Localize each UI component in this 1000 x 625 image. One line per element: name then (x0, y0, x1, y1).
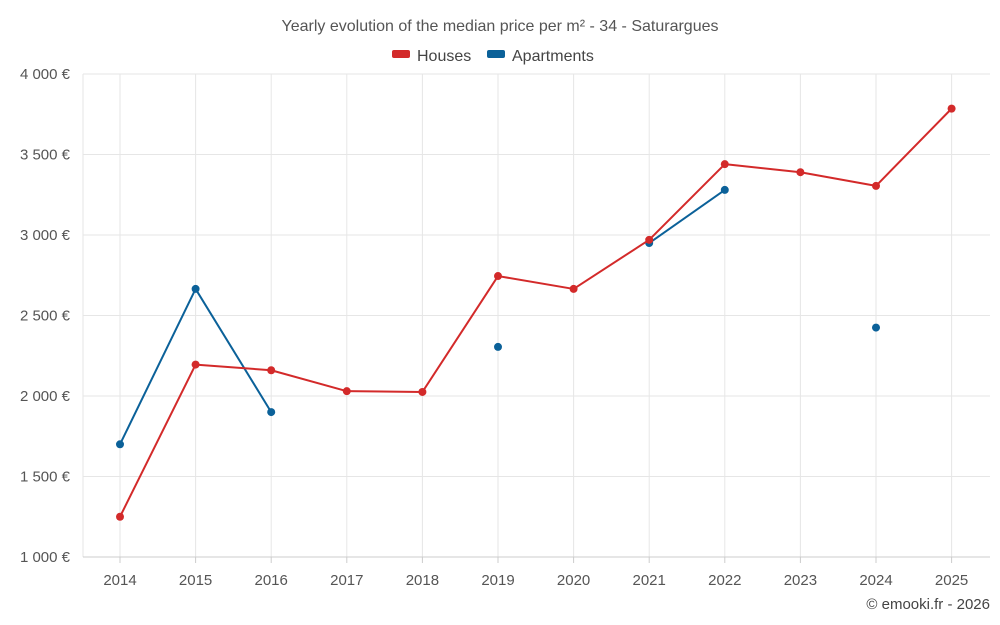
x-tick-label: 2020 (557, 572, 590, 589)
x-tick-label: 2025 (935, 572, 968, 589)
data-point-houses-2025[interactable] (947, 104, 956, 113)
data-point-apartments-2016[interactable] (267, 408, 276, 417)
data-point-houses-2017[interactable] (342, 387, 351, 396)
data-point-houses-2014[interactable] (116, 512, 124, 521)
series-line-houses (119, 107, 953, 518)
data-point-houses-2015[interactable] (191, 360, 200, 369)
legend-label-apartments[interactable]: Apartments (512, 48, 594, 65)
x-axis: 2014 2015 2016 2017 2018 2019 2020 2021 2022 2023… (83, 556, 990, 589)
data-point-houses-2024[interactable] (872, 181, 880, 190)
series-houses (116, 104, 956, 521)
y-tick-label: 2 000 € (20, 388, 71, 405)
data-point-houses-2019[interactable] (494, 272, 502, 281)
data-point-apartments-2014[interactable] (116, 440, 124, 449)
y-tick-label: 4 000 € (20, 66, 71, 83)
data-point-houses-2018[interactable] (418, 387, 427, 396)
chart-legend: Houses Apartments (392, 48, 594, 65)
data-point-houses-2016[interactable] (267, 366, 276, 375)
legend-label-houses[interactable]: Houses (417, 48, 471, 65)
data-point-apartments-2015[interactable] (191, 284, 200, 293)
data-point-apartments-2019[interactable] (494, 342, 502, 351)
data-point-houses-2020[interactable] (569, 284, 578, 293)
y-tick-label: 1 500 € (20, 469, 71, 486)
x-tick-label: 2021 (633, 572, 666, 589)
x-tick-label: 2019 (481, 572, 514, 589)
x-tick-label: 2014 (103, 572, 136, 589)
data-point-apartments-2024[interactable] (872, 323, 880, 332)
x-tick-label: 2015 (179, 572, 212, 589)
legend-swatch-houses (392, 50, 410, 58)
data-point-houses-2023[interactable] (796, 168, 805, 177)
chart-title: Yearly evolution of the median price per… (282, 18, 719, 35)
y-tick-label: 2 500 € (20, 308, 71, 325)
data-point-houses-2021[interactable] (645, 235, 654, 244)
x-tick-label: 2022 (708, 572, 741, 589)
x-tick-label: 2023 (784, 572, 817, 589)
series-line-apartments (648, 189, 726, 244)
data-point-apartments-2022[interactable] (720, 185, 729, 194)
y-tick-label: 1 000 € (20, 549, 71, 566)
x-tick-label: 2016 (255, 572, 288, 589)
x-tick-label: 2024 (859, 572, 892, 589)
credit-text: © emooki.fr - 2026 (866, 596, 990, 613)
x-tick-label: 2018 (406, 572, 439, 589)
x-tick-label: 2017 (330, 572, 363, 589)
grid-lines (82, 73, 990, 557)
y-tick-label: 3 500 € (20, 147, 71, 164)
data-point-houses-2022[interactable] (720, 160, 729, 169)
series-layer (116, 104, 956, 521)
y-axis: 1 000 € 1 500 € 2 000 € 2 500 € 3 000 € 3 500… (20, 66, 71, 566)
y-tick-label: 3 000 € (20, 227, 71, 244)
legend-swatch-apartments (487, 50, 505, 58)
